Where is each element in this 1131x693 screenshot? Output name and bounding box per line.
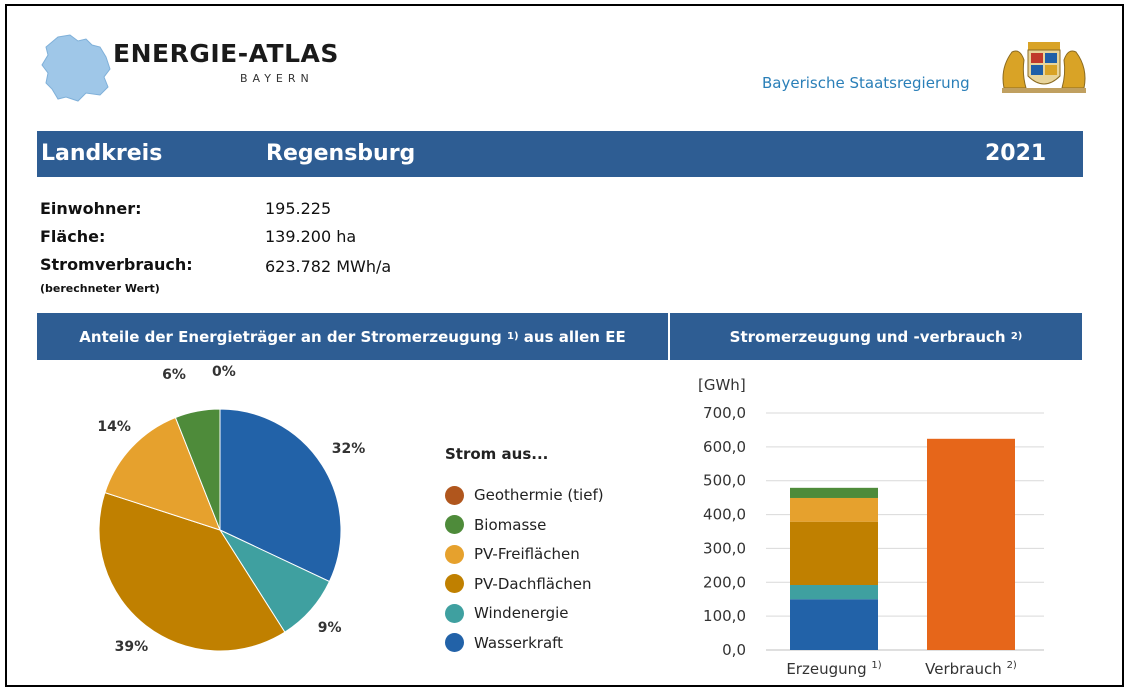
y-tick-label: 700,0 xyxy=(703,404,746,422)
pie-section-footnote: 1) xyxy=(507,331,519,342)
logo-subtitle: BAYERN xyxy=(240,72,314,85)
legend-swatch xyxy=(445,485,464,505)
logo-title: ENERGIE-ATLAS xyxy=(113,39,339,68)
y-tick-label: 500,0 xyxy=(703,472,746,490)
bar-segment-pv-dachflächen xyxy=(790,521,878,585)
production-consumption-bar-chart: [GWh] 0,0 100,0 200,0 300,0 400,0 500,0 600,0 70… xyxy=(698,376,1044,678)
pie-slice-wasserkraft xyxy=(219,408,342,583)
flaeche-label: Fläche: xyxy=(40,227,106,246)
bar-section-header: Stromerzeugung und -verbrauch 2) xyxy=(670,313,1082,360)
bar-section-title: Stromerzeugung und -verbrauch xyxy=(729,327,1006,346)
legend-swatch xyxy=(445,603,464,623)
pie-label-biomasse: 6% xyxy=(162,366,186,383)
pie-section-header: Anteile der Energieträger an der Stromer… xyxy=(37,313,668,360)
pie-section-suffix: aus allen EE xyxy=(523,327,626,346)
y-tick-label: 300,0 xyxy=(703,539,746,557)
einwohner-value: 195.225 xyxy=(265,199,332,218)
legend-label: Wasserkraft xyxy=(474,633,564,652)
legend-label: Windenergie xyxy=(474,604,569,622)
district-type-label: Landkreis xyxy=(41,141,163,166)
legend-swatch xyxy=(445,515,464,534)
pie-label-pv-freiflächen: 14% xyxy=(97,419,131,435)
legend-title: Strom aus... xyxy=(445,445,549,463)
bavaria-map-logo xyxy=(41,34,111,102)
legend-item: PV-Dachflächen xyxy=(445,573,591,595)
y-tick-label: 200,0 xyxy=(703,573,746,591)
legend-item: Windenergie xyxy=(445,602,568,624)
legend-label: PV-Freiflächen xyxy=(474,545,580,563)
legend-item: Geothermie (tief) xyxy=(445,484,604,506)
district-header-band: Landkreis Regensburg 2021 xyxy=(37,131,1083,177)
y-tick-label: 0,0 xyxy=(722,641,746,659)
legend-swatch xyxy=(445,574,464,593)
stromverbrauch-label: Stromverbrauch: xyxy=(40,255,193,274)
x-tick-label: Erzeugung 1) xyxy=(786,660,881,678)
pie-label-pv-dachflächen: 39% xyxy=(114,638,149,655)
bar-segment-windenergie xyxy=(790,584,878,600)
legend-swatch xyxy=(445,544,464,564)
y-tick-label: 400,0 xyxy=(703,506,746,524)
legend-swatch xyxy=(445,633,464,652)
bar-segment-biomasse xyxy=(790,487,878,498)
stromverbrauch-value: 623.782 MWh/a xyxy=(265,257,392,276)
legend-item: PV-Freiflächen xyxy=(445,543,580,565)
district-name: Regensburg xyxy=(266,141,416,166)
legend-item: Wasserkraft xyxy=(445,632,563,654)
y-tick-label: 600,0 xyxy=(703,438,746,456)
government-label: Bayerische Staatsregierung xyxy=(762,74,970,92)
bavarian-coat-of-arms-icon xyxy=(1002,42,1086,93)
flaeche-value: 139.200 ha xyxy=(265,227,357,246)
pie-slice-biomasse xyxy=(174,408,221,531)
pie-slice-pv-freiflächen xyxy=(104,416,221,531)
bar-segment-pv-freiflächen xyxy=(790,497,878,522)
stromverbrauch-note: (berechneter Wert) xyxy=(40,282,160,295)
pie-section-title: Anteile der Energieträger an der Stromer… xyxy=(79,327,502,346)
y-axis-label: [GWh] xyxy=(698,376,746,394)
pie-label-windenergie: 9% xyxy=(317,619,342,636)
einwohner-label: Einwohner: xyxy=(40,199,142,218)
energy-share-pie-chart xyxy=(98,408,342,652)
report-year: 2021 xyxy=(985,141,1047,166)
legend-label: PV-Dachflächen xyxy=(474,574,592,593)
bar-section-footnote: 2) xyxy=(1010,331,1023,342)
pie-label-geothermie-tief: 0% xyxy=(212,364,236,380)
legend-label: Biomasse xyxy=(474,515,547,534)
legend-item: Biomasse xyxy=(445,514,546,536)
y-tick-label: 100,0 xyxy=(703,607,746,625)
bar-segment-verbrauch xyxy=(927,438,1015,650)
legend-label: Geothermie (tief) xyxy=(474,486,604,504)
pie-slice-pv-dachflächen xyxy=(98,491,286,652)
x-tick-label: Verbrauch 2) xyxy=(925,660,1017,678)
pie-label-wasserkraft: 32% xyxy=(331,441,366,458)
bar-segment-wasserkraft xyxy=(790,599,878,650)
